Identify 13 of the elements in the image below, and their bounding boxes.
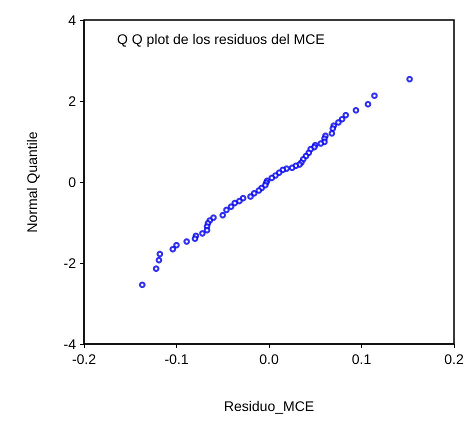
y-tick-label: 2	[68, 93, 76, 109]
x-tick-label: -0.2	[72, 351, 96, 367]
y-tick-label: 4	[68, 12, 76, 28]
x-tick-label: 0.1	[352, 351, 372, 367]
x-tick-label: 0.0	[259, 351, 279, 367]
x-tick-label: 0.2	[444, 351, 464, 367]
x-axis-title: Residuo_MCE	[224, 398, 314, 414]
y-tick-label: -2	[64, 255, 76, 271]
y-axis-title: Normal Quantile	[24, 131, 40, 233]
y-tick-label: 0	[68, 174, 76, 190]
y-tick-label: -4	[64, 336, 76, 352]
x-tick-label: -0.1	[164, 351, 189, 367]
text: Q Q plot de los residuos del MCE	[117, 31, 325, 47]
